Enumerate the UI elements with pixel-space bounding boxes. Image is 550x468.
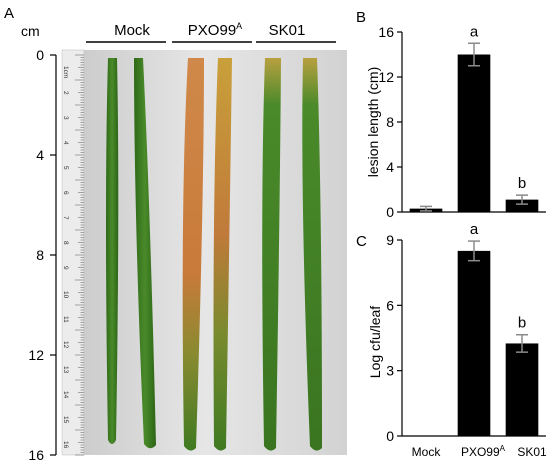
c-category-label-pxo99-main: PXO99 <box>461 445 500 459</box>
b-y-tick-label: 8 <box>386 114 394 130</box>
c-category-label-pxo99: PXO99A <box>461 444 506 459</box>
b-bar <box>505 199 539 212</box>
panel-a-unit-label: cm <box>21 23 40 39</box>
group-label-pxo99-main: PXO99 <box>188 22 236 39</box>
a-axis-tick-label: 12 <box>28 347 44 363</box>
ruler-number: 11 <box>62 316 69 323</box>
b-bar <box>457 54 491 212</box>
group-headers: Mock PXO99A SK01 <box>86 21 336 43</box>
a-axis-tick-label: 8 <box>36 247 44 263</box>
b-significance-label: a <box>470 23 479 40</box>
c-category-label-mock: Mock <box>412 445 442 459</box>
panel-c: C Log cfu/leaf 0 3 6 9 a b Mock PXO99A SK01 <box>356 221 547 459</box>
c-category-label-pxo99-sup: A <box>500 444 506 453</box>
leaf-pxo99-1 <box>182 58 204 451</box>
a-axis-tick-label: 4 <box>36 147 44 163</box>
b-y-tick-label: 0 <box>386 204 394 220</box>
leaf-mock-1 <box>106 58 119 444</box>
panel-a: A cm 1cm 2 3 4 5 6 7 8 9 10 11 12 13 14 15 16 0 4 8 12 16 M… <box>4 5 347 463</box>
a-axis-tick-label: 16 <box>28 447 44 463</box>
panel-b: B lesion length (cm) 0 4 8 12 16 a b <box>356 9 546 220</box>
group-label-sk01: SK01 <box>269 22 306 39</box>
ruler-number: 9 <box>62 266 69 270</box>
ruler-number: 14 <box>62 391 69 399</box>
c-y-tick-label: 3 <box>386 363 394 379</box>
group-label-pxo99-sup: A <box>236 21 242 31</box>
panel-c-plot: 0 3 6 9 a b <box>386 221 546 444</box>
ruler: 1cm 2 3 4 5 6 7 8 9 10 11 12 13 14 15 16 <box>61 49 85 456</box>
c-bar <box>457 250 491 436</box>
panel-a-letter: A <box>4 5 14 22</box>
c-y-tick-label: 6 <box>386 297 394 313</box>
c-significance-label: a <box>470 221 479 238</box>
leaf-sk01-2 <box>302 58 322 451</box>
ruler-number: 6 <box>62 191 69 195</box>
ruler-number: 8 <box>62 241 69 245</box>
panel-c-ylabel: Log cfu/leaf <box>367 306 383 378</box>
panel-b-ylabel: lesion length (cm) <box>365 67 381 178</box>
c-category-label-sk01: SK01 <box>517 445 547 459</box>
ruler-number: 7 <box>62 216 69 220</box>
ruler-number: 3 <box>62 116 69 120</box>
c-bar <box>505 343 539 436</box>
ruler-number: 4 <box>62 141 69 145</box>
b-y-tick-label: 12 <box>378 69 394 85</box>
panel-b-plot: 0 4 8 12 16 a b <box>378 23 546 220</box>
b-y-tick-label: 16 <box>378 24 394 40</box>
leaf-pxo99-2 <box>213 58 232 451</box>
panel-c-letter: C <box>356 233 367 250</box>
group-label-pxo99: PXO99A <box>188 21 242 39</box>
a-axis-tick-label: 0 <box>36 47 44 63</box>
b-y-tick-label: 4 <box>386 159 394 175</box>
ruler-number: 1cm <box>62 66 69 78</box>
ruler-number: 13 <box>62 366 69 374</box>
panel-b-letter: B <box>356 9 366 26</box>
leaf-sk01-1 <box>262 58 281 451</box>
ruler-number: 12 <box>62 341 69 349</box>
ruler-number: 5 <box>62 166 69 170</box>
ruler-number: 16 <box>62 441 69 449</box>
c-y-tick-label: 9 <box>386 232 394 248</box>
ruler-number: 15 <box>62 416 69 424</box>
c-significance-label: b <box>518 315 526 332</box>
panel-c-category-labels: Mock PXO99A SK01 <box>412 444 547 459</box>
b-significance-label: b <box>518 175 526 192</box>
leaf-mock-2 <box>134 58 156 449</box>
ruler-number: 10 <box>62 291 69 299</box>
leaves <box>106 58 322 451</box>
c-y-tick-label: 0 <box>386 428 394 444</box>
group-label-mock: Mock <box>114 22 150 39</box>
panel-a-cm-axis: 0 4 8 12 16 <box>28 47 57 463</box>
ruler-number: 2 <box>62 91 69 95</box>
